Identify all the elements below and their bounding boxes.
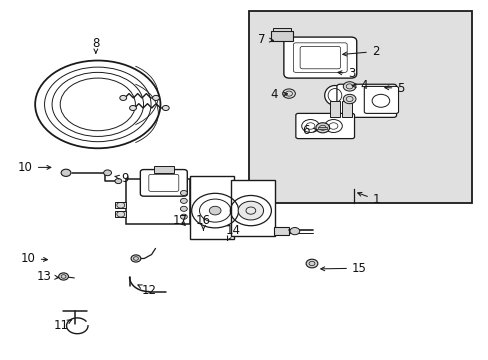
FancyBboxPatch shape [295, 113, 354, 139]
Bar [271, 31, 292, 41]
Text: 10: 10 [21, 252, 47, 265]
FancyBboxPatch shape [231, 180, 275, 236]
FancyBboxPatch shape [140, 170, 187, 196]
Text: 17: 17 [172, 214, 187, 227]
Text: 12: 12 [138, 284, 156, 297]
Circle shape [315, 123, 329, 133]
Circle shape [59, 273, 68, 280]
Bar [318, 127, 326, 129]
Circle shape [209, 206, 221, 215]
Circle shape [115, 179, 122, 184]
Bar [342, 101, 351, 117]
Text: 3: 3 [337, 67, 355, 80]
Circle shape [120, 95, 126, 100]
Circle shape [162, 105, 169, 111]
FancyBboxPatch shape [336, 84, 396, 117]
Bar [115, 202, 126, 208]
Bar [249, 11, 471, 203]
Circle shape [180, 206, 187, 211]
Bar [154, 166, 173, 173]
Text: 10: 10 [18, 161, 51, 174]
Circle shape [180, 214, 187, 219]
Ellipse shape [324, 85, 345, 105]
Text: 8: 8 [92, 37, 100, 53]
Text: 14: 14 [225, 224, 240, 240]
Circle shape [129, 105, 136, 111]
FancyBboxPatch shape [364, 86, 398, 113]
Circle shape [131, 255, 141, 262]
Text: 7: 7 [258, 33, 273, 46]
Text: 15: 15 [320, 262, 366, 275]
Text: 6: 6 [301, 124, 317, 137]
Bar [115, 211, 126, 217]
Circle shape [180, 198, 187, 203]
Circle shape [103, 170, 111, 176]
Bar [273, 227, 288, 235]
Circle shape [152, 95, 159, 100]
Ellipse shape [35, 60, 160, 148]
Text: 1: 1 [357, 192, 380, 206]
Bar [273, 28, 290, 31]
Text: 5: 5 [384, 82, 404, 95]
Text: 4: 4 [351, 79, 367, 92]
Circle shape [343, 94, 355, 104]
FancyBboxPatch shape [283, 37, 356, 78]
Text: 4: 4 [270, 88, 287, 101]
Circle shape [238, 201, 263, 220]
Text: 9: 9 [115, 172, 128, 185]
Text: 2: 2 [342, 45, 379, 58]
Circle shape [180, 190, 187, 195]
FancyBboxPatch shape [126, 179, 189, 224]
Circle shape [61, 169, 71, 176]
Text: 16: 16 [196, 214, 210, 230]
FancyBboxPatch shape [189, 176, 233, 239]
Text: 13: 13 [37, 270, 59, 283]
Bar [329, 101, 339, 117]
Circle shape [343, 82, 355, 91]
Circle shape [282, 89, 295, 98]
Circle shape [289, 228, 299, 235]
Circle shape [305, 259, 317, 268]
Text: 11: 11 [54, 319, 71, 332]
